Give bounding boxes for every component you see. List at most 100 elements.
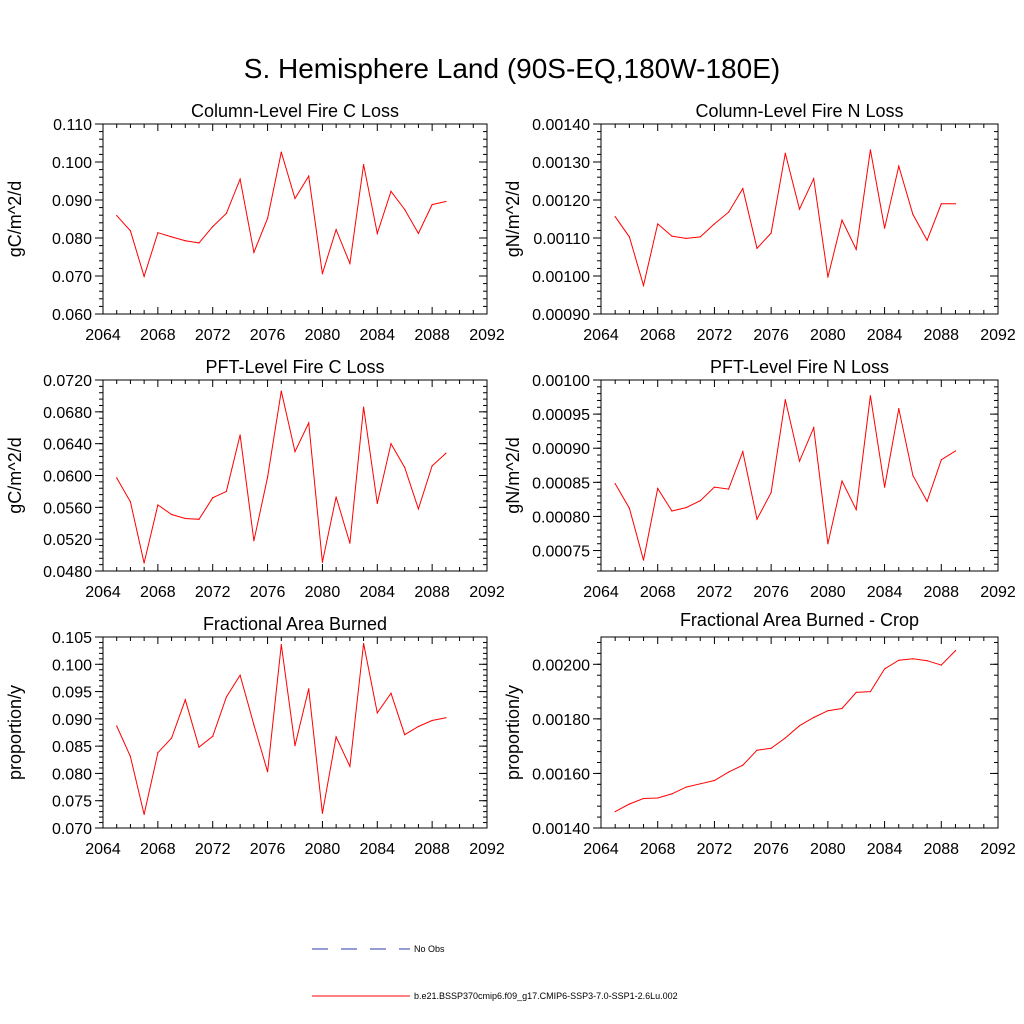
data-point — [940, 203, 942, 205]
data-point — [898, 408, 900, 410]
x-tick-label: 2076 — [250, 327, 286, 344]
y-tick-label: 0.090 — [52, 193, 92, 210]
data-point — [685, 506, 687, 509]
chart-panel-5: Fractional Area Burned 2064 2068 2072 2076 20… — [5, 614, 505, 858]
y-tick-label: 0.070 — [52, 821, 92, 838]
data-point — [404, 466, 406, 469]
y-tick-label: 0.100 — [52, 155, 92, 172]
data-point — [404, 734, 406, 736]
data-point — [756, 749, 758, 751]
data-point — [321, 812, 324, 814]
y-tick-label: 0.00095 — [532, 407, 590, 424]
y-tick-label: 0.070 — [52, 269, 92, 286]
data-point — [827, 276, 829, 278]
data-point — [954, 203, 957, 205]
data-point — [335, 496, 337, 498]
data-point — [308, 688, 310, 690]
series-line — [116, 643, 446, 815]
x-tick-label: 2064 — [85, 327, 121, 344]
y-tick-label: 0.00130 — [532, 155, 590, 172]
data-point — [628, 236, 630, 238]
data-point — [756, 247, 758, 249]
data-point — [742, 451, 744, 453]
data-point — [116, 214, 118, 217]
data-point — [728, 771, 730, 773]
data-point — [713, 486, 716, 488]
data-point — [614, 483, 616, 485]
data-point — [417, 508, 420, 510]
data-point — [184, 240, 186, 242]
x-tick-label: 2064 — [85, 584, 121, 601]
data-point — [699, 236, 701, 238]
data-point — [954, 650, 957, 652]
y-tick-label: 0.105 — [52, 630, 92, 647]
data-point — [170, 513, 173, 516]
data-point — [417, 232, 420, 235]
data-point — [266, 476, 269, 478]
y-tick-label: 0.00140 — [532, 821, 590, 838]
data-point — [940, 459, 942, 461]
data-point — [642, 284, 645, 287]
x-tick-label: 2076 — [753, 584, 789, 601]
data-point — [898, 659, 900, 661]
x-tick-label: 2068 — [640, 841, 676, 858]
y-tick-label: 0.0680 — [43, 405, 92, 422]
legend-label: No Obs — [414, 944, 445, 954]
data-point — [294, 451, 296, 453]
data-point — [129, 755, 132, 758]
data-point — [912, 213, 914, 216]
chart-panel-1: Column-Level Fire C Loss 2064 2068 2072 2076… — [5, 101, 505, 344]
plot-frame — [102, 123, 488, 315]
chart-panel-6: Fractional Area Burned - Crop 2064 2068 207… — [503, 610, 1016, 858]
data-point — [239, 434, 241, 436]
plot-frame — [102, 636, 488, 829]
y-tick-label: 0.00080 — [532, 509, 590, 526]
data-point — [784, 152, 786, 154]
data-point — [798, 460, 801, 462]
data-point — [253, 251, 255, 254]
data-point — [184, 517, 186, 520]
data-point — [685, 237, 687, 239]
x-tick-label: 2072 — [195, 327, 231, 344]
y-tick-label: 0.0600 — [43, 469, 92, 486]
data-point — [855, 248, 857, 250]
data-point — [742, 188, 744, 190]
y-tick-label: 0.0560 — [43, 500, 92, 517]
data-point — [685, 786, 687, 788]
y-tick-label: 0.00100 — [532, 269, 590, 286]
panel-title: Fractional Area Burned - Crop — [680, 610, 919, 630]
x-tick-label: 2064 — [583, 327, 619, 344]
x-tick-label: 2084 — [359, 841, 395, 858]
data-point — [335, 229, 337, 231]
data-point — [431, 719, 433, 722]
x-tick-label: 2080 — [810, 841, 846, 858]
data-point — [143, 275, 145, 277]
panel-title: Fractional Area Burned — [203, 614, 387, 634]
y-tick-label: 0.080 — [52, 766, 92, 783]
data-point — [349, 262, 351, 265]
series-line — [116, 390, 447, 564]
data-point — [266, 771, 269, 773]
data-point — [390, 190, 392, 192]
data-point — [294, 744, 296, 747]
data-point — [940, 664, 942, 666]
chart-panels: Column-Level Fire C Loss 2064 2068 2072 2076… — [5, 101, 1016, 858]
data-point — [883, 486, 886, 488]
data-point — [855, 509, 857, 511]
data-point — [143, 813, 145, 815]
data-point — [362, 164, 365, 166]
data-point — [954, 450, 957, 452]
data-point — [376, 502, 378, 504]
y-tick-label: 0.00200 — [532, 657, 590, 674]
data-point — [628, 507, 630, 509]
x-tick-label: 2080 — [305, 327, 341, 344]
data-point — [770, 491, 772, 494]
plot-frame — [600, 379, 999, 572]
data-point — [883, 668, 886, 670]
data-point — [671, 793, 673, 795]
x-tick-label: 2088 — [923, 327, 959, 344]
data-point — [926, 500, 928, 503]
x-tick-label: 2064 — [583, 841, 619, 858]
data-point — [813, 716, 815, 719]
y-tick-label: 0.085 — [52, 739, 92, 756]
